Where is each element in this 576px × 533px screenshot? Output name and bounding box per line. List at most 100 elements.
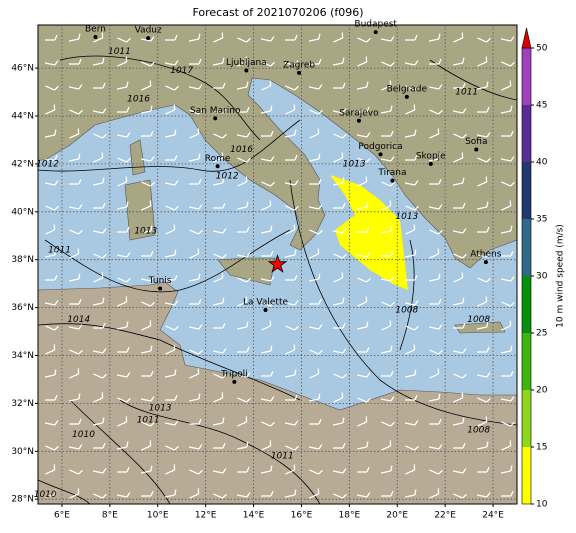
wind-barb	[501, 440, 512, 451]
barb-staff	[237, 421, 247, 427]
barb-flag	[222, 82, 226, 89]
barb-staff	[261, 421, 271, 427]
wind-barb	[381, 80, 392, 91]
barb-flag	[53, 104, 56, 110]
barb-staff	[141, 61, 151, 67]
barb-flag	[270, 301, 275, 307]
wind-barb	[93, 152, 104, 163]
barb-flag	[222, 493, 227, 499]
barb-staff	[308, 158, 320, 162]
wind-barb	[357, 416, 368, 427]
barb-staff	[429, 229, 439, 235]
wind-barb	[428, 153, 441, 162]
wind-barb	[45, 85, 59, 91]
barb-flag	[294, 300, 299, 306]
wind-barb	[285, 344, 296, 355]
barb-flag	[510, 130, 514, 137]
barb-flag	[318, 273, 321, 280]
barb-flag	[150, 61, 155, 67]
wind-barb	[453, 82, 466, 89]
barb-flag	[414, 420, 419, 426]
barb-staff	[236, 86, 248, 90]
wind-barb	[453, 493, 467, 499]
wind-barb	[501, 130, 514, 137]
city-label: Athens	[470, 250, 501, 260]
barb-staff	[381, 61, 391, 67]
barb-flag	[269, 80, 272, 86]
wind-barb	[93, 392, 104, 403]
wind-barb	[285, 85, 299, 91]
barb-flag	[318, 153, 321, 160]
wind-barb	[45, 445, 59, 451]
barb-flag	[486, 492, 491, 498]
barb-flag	[294, 60, 299, 66]
barb-staff	[405, 349, 415, 355]
barb-staff	[333, 373, 343, 379]
barb-staff	[188, 86, 200, 90]
barb-flag	[413, 464, 416, 470]
wind-barb	[237, 56, 248, 67]
barb-flag	[150, 156, 155, 162]
wind-barb	[189, 248, 200, 259]
barb-flag	[221, 392, 224, 398]
wind-barb	[261, 61, 275, 67]
wind-barb	[501, 370, 514, 377]
wind-barb	[309, 488, 320, 499]
wind-barb	[164, 249, 177, 258]
barb-staff	[212, 110, 224, 114]
barb-flag	[390, 105, 393, 112]
barb-staff	[68, 86, 80, 90]
wind-barb	[212, 177, 225, 186]
barb-flag	[293, 224, 296, 230]
wind-barb	[284, 180, 299, 186]
barb-staff	[308, 326, 320, 330]
barb-flag	[294, 34, 298, 41]
wind-barb	[357, 466, 370, 473]
barb-flag	[126, 37, 131, 43]
wind-barb	[332, 297, 345, 306]
wind-barb	[500, 396, 515, 402]
barb-staff	[141, 205, 151, 211]
wind-barb	[380, 156, 395, 162]
barb-staff	[381, 181, 391, 187]
wind-barb	[428, 84, 443, 90]
barb-staff	[141, 301, 151, 307]
wind-barb	[501, 421, 515, 427]
barb-flag	[510, 276, 515, 282]
city-dot	[232, 379, 237, 384]
barb-flag	[366, 157, 371, 163]
barb-flag	[366, 277, 371, 283]
barb-flag	[149, 200, 152, 206]
wind-barb	[332, 417, 345, 426]
barb-staff	[332, 110, 344, 114]
wind-barb	[356, 321, 369, 330]
barb-flag	[246, 252, 251, 258]
colorbar-segment	[522, 333, 531, 390]
wind-barb	[213, 253, 227, 259]
city-label: Budapest	[354, 20, 397, 30]
wind-barb	[476, 132, 491, 138]
wind-barb	[212, 57, 225, 66]
barb-flag	[126, 466, 130, 473]
wind-barb	[405, 205, 419, 211]
barb-staff	[452, 62, 464, 66]
wind-barb	[261, 250, 274, 257]
wind-barb	[477, 277, 491, 283]
barb-staff	[116, 374, 128, 378]
barb-staff	[165, 85, 175, 91]
barb-flag	[197, 368, 200, 374]
barb-flag	[486, 321, 489, 328]
wind-barb	[333, 392, 344, 403]
city-dot	[373, 30, 378, 35]
wind-barb	[428, 444, 443, 450]
wind-barb	[93, 493, 107, 499]
barb-flag	[78, 84, 83, 90]
barb-staff	[356, 326, 368, 330]
barb-flag	[390, 301, 395, 307]
barb-flag	[102, 177, 105, 184]
wind-barb	[261, 490, 274, 497]
barb-flag	[318, 58, 322, 65]
barb-staff	[332, 62, 344, 66]
wind-barb	[117, 277, 131, 283]
wind-barb	[429, 109, 443, 115]
